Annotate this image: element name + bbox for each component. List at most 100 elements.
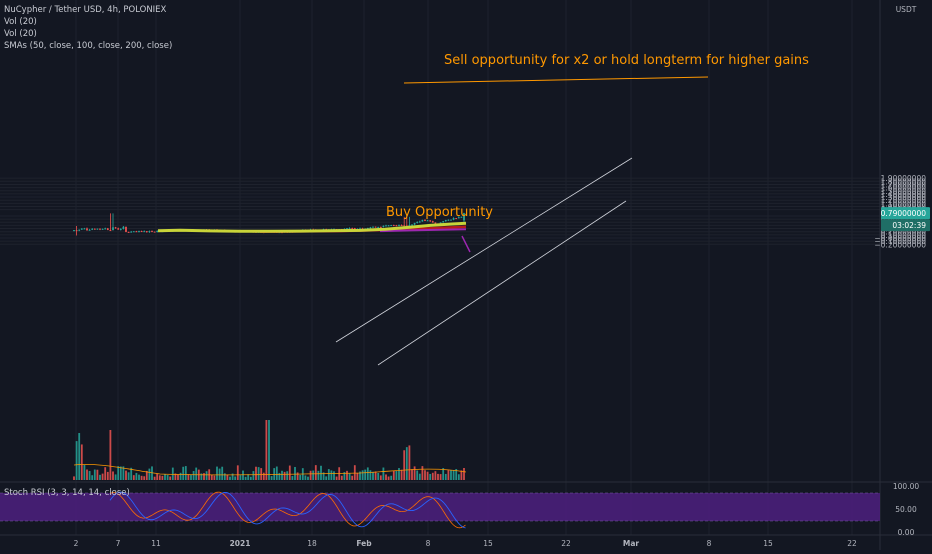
volume-bar	[377, 472, 380, 480]
volume-bar	[125, 470, 127, 480]
volume-bar	[353, 465, 356, 480]
candle-body	[398, 225, 400, 227]
time-axis-label: 2	[74, 539, 79, 548]
volume-bar	[317, 470, 320, 480]
volume-bar	[270, 476, 273, 480]
volume-bar	[288, 465, 291, 480]
volume-bar	[340, 475, 343, 480]
volume-bar	[130, 467, 133, 480]
volume-bar	[286, 471, 289, 480]
volume-bar	[171, 467, 174, 480]
candle-body	[78, 229, 81, 231]
candle-body	[424, 219, 426, 221]
volume-bar	[348, 473, 351, 480]
volume-bar	[190, 474, 192, 480]
rsi-tick-label: 0.00	[898, 528, 915, 537]
candle-body	[119, 228, 122, 230]
volume-bar	[309, 470, 312, 480]
volume-bar	[210, 474, 213, 480]
volume-bar	[421, 466, 424, 480]
candle-body	[91, 228, 94, 230]
volume-bar	[346, 470, 348, 480]
volume-bar	[158, 475, 161, 480]
volume-bar	[91, 475, 94, 480]
volume-bar	[164, 474, 166, 480]
candle-body	[130, 231, 133, 233]
candle-body	[400, 225, 403, 227]
volume-bar	[444, 473, 447, 480]
volume-bar	[203, 473, 205, 480]
sma-indicator[interactable]: SMAs (50, close, 100, close, 200, close)	[4, 41, 173, 51]
last-price-value: 0.79000000	[881, 209, 927, 218]
candle-body	[348, 228, 351, 230]
candle-body	[153, 231, 156, 233]
candle-body	[408, 224, 411, 226]
candle-body	[405, 225, 408, 227]
volume-bar	[226, 474, 229, 480]
volume-indicator-1[interactable]: Vol (20)	[4, 17, 37, 27]
stoch-rsi-title[interactable]: Stoch RSI (3, 3, 14, 14, close)	[4, 488, 130, 498]
volume-bar	[366, 467, 369, 480]
time-axis-label: 15	[483, 539, 493, 548]
volume-bar	[127, 472, 130, 480]
time-axis-label: Feb	[356, 539, 372, 548]
candle-body	[426, 220, 429, 222]
volume-bar	[330, 470, 333, 480]
symbol-title[interactable]: NuCypher / Tether USD, 4h, POLONIEX	[4, 5, 167, 15]
price-tick-label: 1.00000000	[881, 203, 927, 212]
volume-bar	[395, 471, 398, 480]
rsi-tick-label: 100.00	[893, 482, 919, 491]
candle-body	[73, 230, 75, 232]
price-tick-label: 1.10000000	[881, 199, 927, 208]
buy-annotation: Buy Opportunity	[386, 205, 493, 220]
candle-body	[416, 221, 419, 223]
candle-body	[418, 221, 421, 223]
volume-ma-line	[73, 464, 467, 476]
candle-body	[104, 228, 107, 230]
volume-bar	[119, 466, 122, 480]
volume-bar	[278, 472, 281, 480]
volume-bar	[195, 467, 198, 480]
volume-bar	[223, 473, 226, 480]
volume-bar	[460, 470, 463, 480]
volume-bar	[268, 420, 270, 480]
volume-bar	[205, 471, 208, 480]
countdown-value: 03:02:39	[892, 221, 926, 230]
volume-bar	[327, 469, 330, 480]
volume-bar	[431, 472, 434, 480]
price-tick-label: 1.80000000	[881, 177, 927, 186]
candle-body	[447, 219, 450, 221]
candle-body	[112, 227, 114, 231]
volume-bar	[242, 470, 244, 480]
candle-body	[387, 225, 390, 227]
candle-body	[99, 228, 101, 230]
candle-body	[346, 228, 348, 230]
volume-bar	[143, 476, 146, 480]
volume-bar	[112, 471, 114, 480]
candle-body	[109, 230, 112, 232]
volume-bar	[455, 469, 458, 480]
candle-body	[140, 231, 143, 233]
price-tick-label: 0.20000000	[881, 228, 927, 237]
candle-body	[132, 231, 135, 233]
sma-200-line	[379, 228, 467, 233]
volume-bar	[385, 474, 387, 480]
rsi-tick-label: 50.00	[895, 505, 917, 514]
volume-indicator-2[interactable]: Vol (20)	[4, 29, 37, 39]
volume-bar	[325, 476, 328, 480]
volume-bar	[413, 466, 416, 480]
volume-bar	[99, 474, 101, 480]
sell-annotation: Sell opportunity for x2 or hold longterm…	[444, 53, 809, 68]
volume-bar	[294, 466, 296, 480]
volume-bar	[411, 469, 413, 480]
candle-body	[463, 213, 465, 221]
candle-body	[88, 229, 91, 231]
price-tick-label: 1.90000000	[881, 174, 927, 183]
volume-bar	[457, 474, 460, 480]
candle-body	[395, 225, 398, 227]
volume-bar	[153, 476, 156, 480]
volume-bar	[166, 475, 169, 480]
candle-body	[145, 231, 148, 233]
candle-body	[75, 230, 78, 232]
